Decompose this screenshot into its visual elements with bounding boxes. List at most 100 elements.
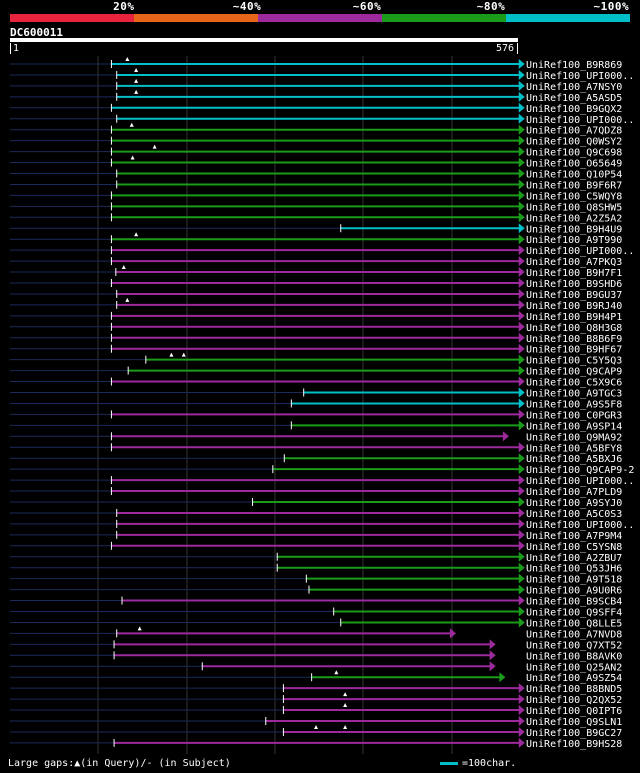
- hit-end-arrow: [518, 584, 525, 595]
- hit-name-label: UniRef100_B9HF67: [526, 345, 622, 356]
- hit-end-arrow: [518, 387, 525, 398]
- hit-name-label: UniRef100_B9GU37: [526, 290, 622, 301]
- hit-name-label: UniRef100_B9GQX2: [526, 104, 622, 115]
- hit-name-label: UniRef100_A9SZ54: [526, 673, 622, 684]
- hit-name-label: UniRef100_A9T990: [526, 235, 622, 246]
- hit-name-label: UniRef100_UPI000..: [526, 520, 634, 531]
- hit-name-label: UniRef100_B9GC27: [526, 728, 622, 739]
- query-gap-marker: [125, 297, 130, 302]
- hit-end-arrow: [518, 475, 525, 486]
- hit-end-arrow: [518, 365, 525, 376]
- hit-end-arrow: [518, 694, 525, 705]
- query-name: DC600011: [10, 26, 63, 39]
- legend-segment-3: [258, 14, 382, 22]
- hit-end-arrow: [518, 398, 525, 409]
- hit-name-label: UniRef100_Q9SLN1: [526, 717, 622, 728]
- hit-end-arrow: [518, 321, 525, 332]
- legend-label-5: ~100%: [593, 0, 630, 13]
- scale-end-label: 576: [496, 43, 515, 54]
- hit-name-label: UniRef100_Q8SHW5: [526, 202, 622, 213]
- hit-name-label: UniRef100_Q9CAP9: [526, 367, 622, 378]
- hit-end-arrow: [518, 212, 525, 223]
- scale-key-label: =100char.: [462, 758, 517, 769]
- hit-name-label: UniRef100_Q2QX52: [526, 695, 622, 706]
- hit-end-arrow: [518, 606, 525, 617]
- hit-name-label: UniRef100_A2ZBU7: [526, 553, 622, 564]
- hit-name-label: UniRef100_A5BFY8: [526, 443, 622, 454]
- hit-end-arrow: [518, 223, 525, 234]
- hit-end-arrow: [489, 650, 496, 661]
- hit-name-label: UniRef100_B9H4P1: [526, 312, 622, 323]
- query-gap-marker: [121, 265, 126, 270]
- hit-end-arrow: [518, 310, 525, 321]
- hit-end-arrow: [518, 146, 525, 157]
- hit-end-arrow: [518, 245, 525, 256]
- hit-end-arrow: [518, 102, 525, 113]
- hit-end-arrow: [518, 540, 525, 551]
- hit-end-arrow: [518, 726, 525, 737]
- hit-name-label: UniRef100_C5WQY8: [526, 191, 622, 202]
- hit-name-label: UniRef100_UPI000..: [526, 71, 634, 82]
- hit-end-arrow: [502, 431, 509, 442]
- hit-end-arrow: [518, 343, 525, 354]
- hit-name-label: UniRef100_B9SCB4: [526, 597, 622, 608]
- gaps-legend: Large gaps:▲(in Query)/- (in Subject): [8, 758, 231, 769]
- hit-name-label: UniRef100_Q9MA92: [526, 432, 622, 443]
- query-gap-marker: [181, 352, 186, 357]
- query-gap-marker: [134, 67, 139, 72]
- hit-name-label: UniRef100_Q7XT52: [526, 640, 622, 651]
- legend-label-1: 20%: [113, 0, 135, 13]
- hit-end-arrow: [518, 278, 525, 288]
- hit-end-arrow: [518, 124, 525, 135]
- scale-start-tick: [10, 43, 11, 54]
- query-gap-marker: [334, 670, 339, 675]
- identity-legend-bar: [10, 14, 630, 22]
- hit-end-arrow: [518, 267, 525, 278]
- hit-name-label: UniRef100_C5YSN8: [526, 542, 622, 553]
- hit-name-label: UniRef100_A9TGC3: [526, 389, 622, 400]
- hit-end-arrow: [518, 113, 525, 124]
- hit-name-label: UniRef100_A9U0R6: [526, 586, 622, 597]
- hit-end-arrow: [518, 683, 525, 694]
- query-gap-marker: [134, 89, 139, 94]
- query-gap-marker: [343, 692, 348, 697]
- hit-end-arrow: [518, 737, 525, 748]
- hit-name-label: UniRef100_C5X9C6: [526, 378, 622, 389]
- hit-name-label: UniRef100_B9H7F1: [526, 268, 622, 279]
- hit-end-arrow: [518, 617, 525, 628]
- hit-name-label: UniRef100_A7NSY0: [526, 82, 622, 93]
- query-gap-marker: [343, 703, 348, 708]
- hit-end-arrow: [518, 299, 525, 310]
- hit-end-arrow: [499, 672, 506, 683]
- hit-name-label: UniRef100_Q8LLE5: [526, 618, 622, 629]
- legend-segment-4: [382, 14, 506, 22]
- hit-end-arrow: [518, 497, 525, 507]
- hit-end-arrow: [518, 464, 525, 475]
- hit-name-label: UniRef100_Q9SFF4: [526, 608, 622, 619]
- hit-end-arrow: [489, 639, 496, 650]
- legend-segment-5: [506, 14, 630, 22]
- query-gap-marker: [169, 352, 174, 357]
- hit-name-label: UniRef100_A7PKQ3: [526, 257, 622, 268]
- hit-end-arrow: [518, 190, 525, 201]
- scale-start-label: 1: [13, 43, 20, 54]
- hit-end-arrow: [518, 562, 525, 573]
- hit-name-label: UniRef100_B8B6F9: [526, 334, 622, 345]
- hit-end-arrow: [518, 168, 525, 179]
- query-scale: 1 576: [10, 43, 518, 55]
- hit-end-arrow: [518, 529, 525, 540]
- query-gap-marker: [129, 122, 134, 127]
- hit-end-arrow: [518, 486, 525, 497]
- hit-name-label: UniRef100_UPI000..: [526, 476, 634, 487]
- hit-end-arrow: [518, 453, 525, 464]
- hit-end-arrow: [518, 157, 525, 168]
- scale-end-tick: [517, 43, 518, 54]
- hit-name-label: UniRef100_B8BND5: [526, 684, 622, 695]
- hit-name-label: UniRef100_A5ASD5: [526, 93, 622, 104]
- hit-end-arrow: [518, 135, 525, 146]
- query-gap-marker: [125, 57, 130, 61]
- hit-end-arrow: [518, 179, 525, 190]
- hit-name-label: UniRef100_B9H4U9: [526, 224, 622, 235]
- hit-name-label: UniRef100_Q25AN2: [526, 662, 622, 673]
- hit-name-label: UniRef100_Q8H3G8: [526, 323, 622, 334]
